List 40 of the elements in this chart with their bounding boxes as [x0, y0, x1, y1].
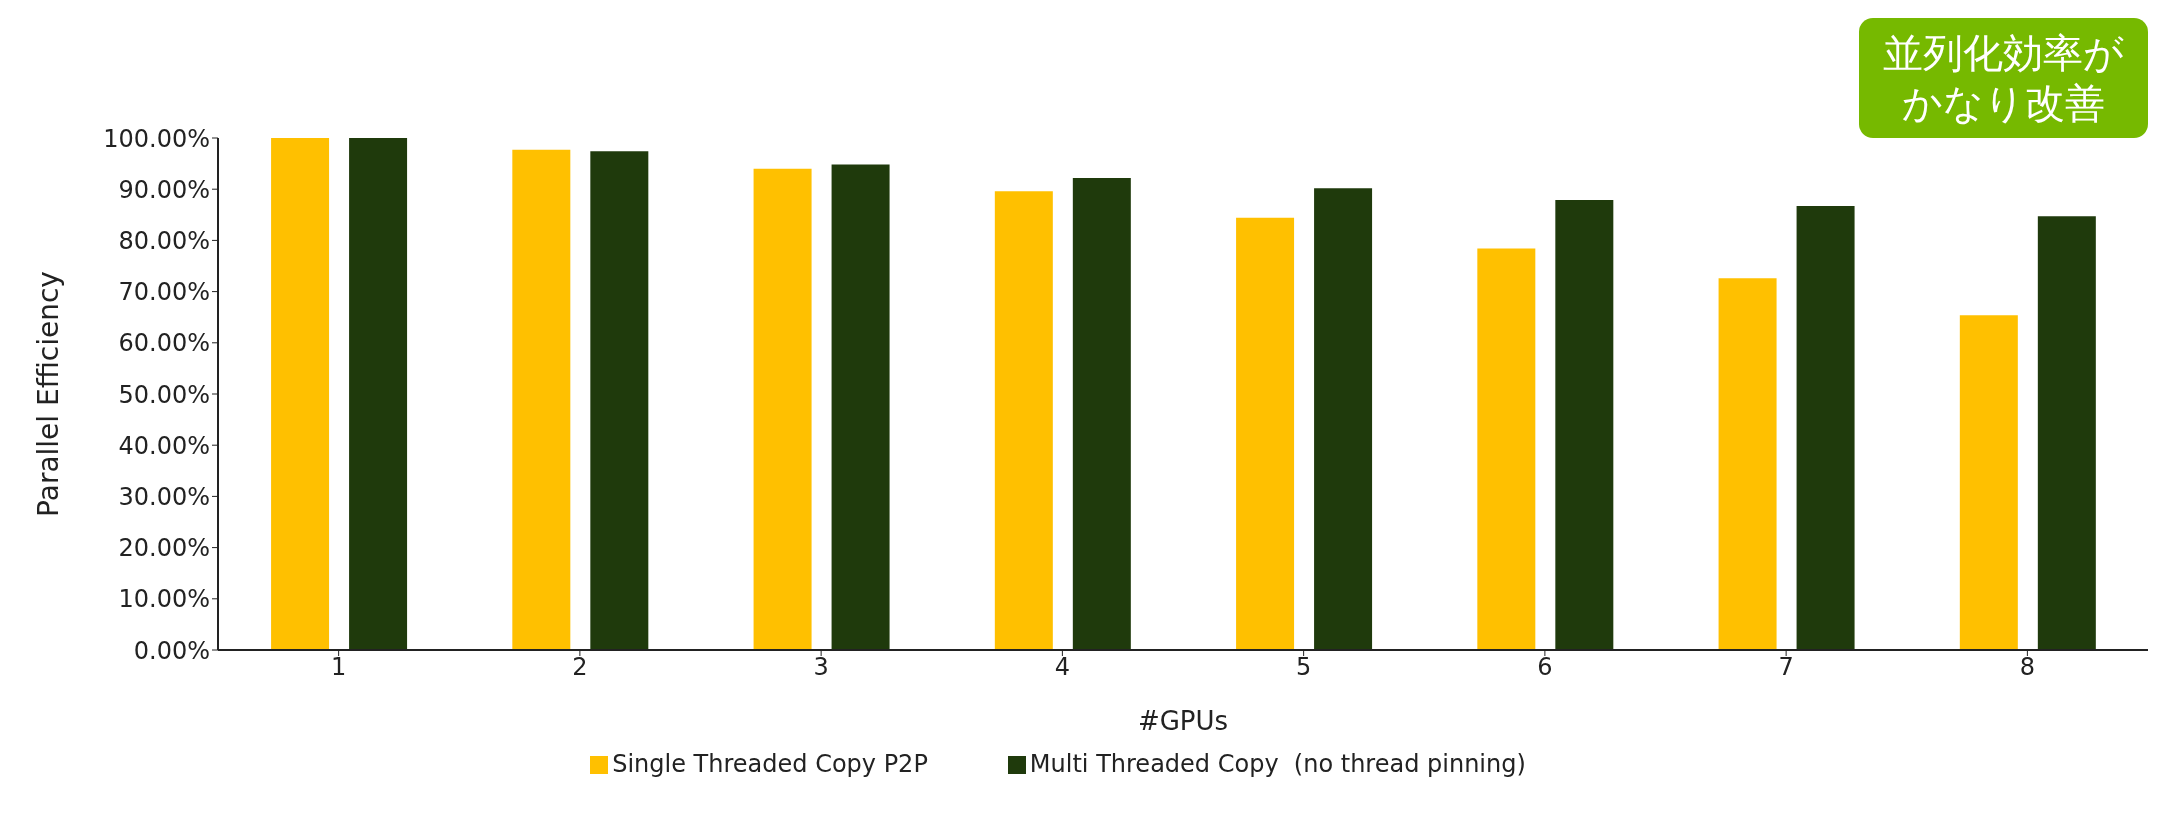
- bar: [1477, 248, 1536, 650]
- bar: [2037, 216, 2096, 650]
- bar: [1959, 315, 2018, 650]
- bar: [590, 151, 649, 650]
- y-tick-label: 80.00%: [118, 226, 210, 255]
- x-tick-label: 4: [1054, 653, 1071, 682]
- x-tick-label: 7: [1778, 653, 1794, 682]
- y-tick-label: 70.00%: [118, 278, 210, 307]
- y-tick-label: 50.00%: [118, 380, 210, 409]
- bar: [1236, 217, 1295, 650]
- bar: [831, 164, 890, 650]
- legend-label: Single Threaded Copy P2P: [612, 750, 928, 778]
- x-tick-label: 6: [1537, 653, 1553, 682]
- bar: [1796, 206, 1855, 650]
- y-tick-label: 0.00%: [133, 636, 210, 665]
- y-tick-label: 10.00%: [118, 585, 210, 614]
- x-tick-label: 2: [572, 653, 588, 682]
- bar: [753, 168, 812, 650]
- x-axis-title: #GPUs: [1137, 706, 1229, 736]
- y-tick-label: 100.00%: [103, 124, 210, 153]
- bar: [271, 138, 330, 650]
- x-tick-label: 8: [2019, 653, 2036, 682]
- text: 並列化効率がかなり改善: [1859, 18, 2148, 138]
- y-axis-title: Parallel Efficiency: [31, 271, 65, 517]
- bar: [349, 138, 408, 650]
- y-tick-label: 20.00%: [118, 534, 210, 563]
- bar: [1314, 188, 1373, 650]
- bar: [1718, 278, 1777, 650]
- bar: [512, 149, 571, 650]
- y-tick-label: 60.00%: [118, 329, 210, 358]
- y-tick-label: 90.00%: [118, 175, 210, 204]
- x-tick-label: 3: [813, 653, 829, 682]
- legend-label: Multi Threaded Copy (no thread pinning): [1029, 750, 1526, 778]
- x-tick-label: 5: [1295, 653, 1312, 682]
- bar: [1555, 199, 1614, 650]
- x-tick-label: 1: [330, 653, 347, 682]
- bar: [1072, 177, 1131, 650]
- y-tick-label: 30.00%: [118, 482, 210, 511]
- bar: [994, 191, 1053, 650]
- y-tick-label: 40.00%: [118, 431, 210, 460]
